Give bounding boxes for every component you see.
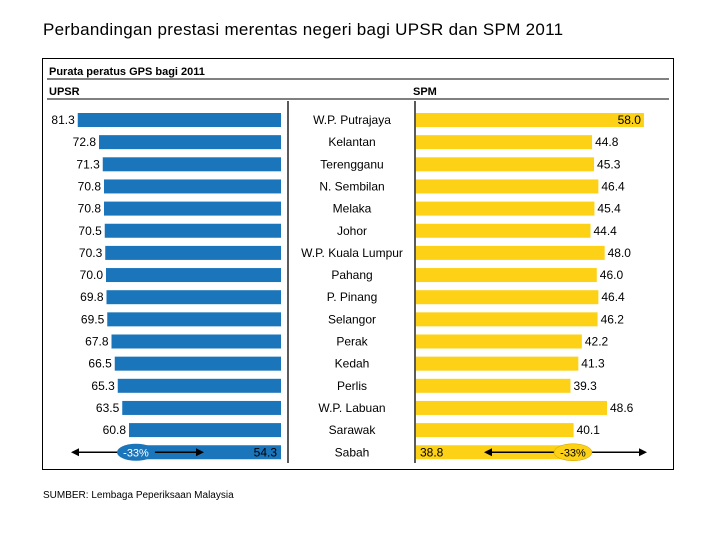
upsr-value-label: 67.8 bbox=[85, 335, 109, 349]
spm-value-label: 45.4 bbox=[597, 202, 621, 216]
chart-subtitle: Purata peratus GPS bagi 2011 bbox=[49, 66, 205, 78]
spm-value-label: 46.2 bbox=[601, 312, 625, 326]
bar-chart: Purata peratus GPS bagi 2011 UPSR SPM W.… bbox=[47, 66, 669, 463]
upsr-value-label: 54.3 bbox=[254, 445, 278, 459]
chart-frame: Purata peratus GPS bagi 2011 UPSR SPM W.… bbox=[42, 58, 674, 470]
state-label: Kedah bbox=[335, 357, 370, 371]
upsr-bar bbox=[114, 356, 281, 371]
upsr-value-label: 70.5 bbox=[78, 224, 102, 238]
spm-change-label: -33% bbox=[560, 447, 586, 459]
state-label: W.P. Labuan bbox=[318, 401, 385, 415]
spm-change-badge bbox=[553, 443, 593, 461]
upsr-change-badge bbox=[117, 443, 155, 461]
spm-value-label: 44.8 bbox=[595, 135, 619, 149]
state-label: N. Sembilan bbox=[319, 179, 384, 193]
upsr-value-label: 60.8 bbox=[103, 423, 127, 437]
page-title: Perbandingan prestasi merentas negeri ba… bbox=[43, 20, 564, 39]
state-label: Johor bbox=[337, 224, 367, 238]
upsr-bar bbox=[77, 113, 281, 127]
upsr-bar bbox=[105, 245, 281, 260]
upsr-value-label: 70.8 bbox=[78, 179, 102, 193]
upsr-bar bbox=[111, 334, 281, 349]
state-label: Sabah bbox=[335, 445, 370, 459]
upsr-header: UPSR bbox=[49, 86, 80, 98]
spm-value-label: 38.8 bbox=[420, 445, 444, 459]
spm-bar bbox=[416, 356, 579, 371]
spm-value-label: 44.4 bbox=[593, 224, 617, 238]
upsr-bar bbox=[122, 400, 281, 415]
upsr-value-label: 72.8 bbox=[73, 135, 97, 149]
spm-bar bbox=[416, 245, 605, 260]
upsr-value-label: 69.8 bbox=[80, 290, 104, 304]
upsr-bar bbox=[106, 290, 281, 305]
spm-value-label: 46.4 bbox=[601, 290, 625, 304]
upsr-value-label: 63.5 bbox=[96, 401, 120, 415]
state-label: Sarawak bbox=[329, 423, 377, 437]
upsr-value-label: 71.3 bbox=[76, 157, 100, 171]
state-label: P. Pinang bbox=[327, 290, 378, 304]
spm-value-label: 41.3 bbox=[581, 357, 605, 371]
upsr-bar bbox=[117, 378, 281, 393]
state-label: Perak bbox=[336, 335, 368, 349]
spm-bar bbox=[416, 312, 598, 327]
upsr-value-label: 70.3 bbox=[79, 246, 103, 260]
spm-value-label: 42.2 bbox=[585, 335, 609, 349]
source-note: SUMBER: Lembaga Peperiksaan Malaysia bbox=[43, 490, 234, 501]
spm-bar bbox=[416, 290, 599, 305]
spm-value-label: 45.3 bbox=[597, 157, 621, 171]
spm-value-label: 48.0 bbox=[608, 246, 632, 260]
state-label: W.P. Kuala Lumpur bbox=[301, 246, 403, 260]
upsr-arrow-tail bbox=[71, 448, 79, 457]
upsr-bar bbox=[104, 201, 281, 216]
spm-value-label: 39.3 bbox=[573, 379, 597, 393]
spm-value-label: 46.0 bbox=[600, 268, 624, 282]
state-label: Terengganu bbox=[320, 157, 383, 171]
spm-bar bbox=[416, 135, 593, 150]
state-label: Kelantan bbox=[328, 135, 375, 149]
upsr-bar bbox=[106, 268, 281, 283]
upsr-value-label: 70.8 bbox=[78, 202, 102, 216]
spm-bar bbox=[416, 113, 644, 127]
upsr-bar bbox=[129, 423, 281, 438]
spm-bar bbox=[416, 157, 595, 172]
upsr-value-label: 81.3 bbox=[51, 113, 75, 127]
upsr-bar bbox=[104, 179, 281, 194]
spm-value-label: 48.6 bbox=[610, 401, 634, 415]
state-label: W.P. Putrajaya bbox=[313, 113, 391, 127]
spm-value-label: 58.0 bbox=[618, 113, 642, 127]
spm-bar bbox=[416, 400, 607, 415]
upsr-value-label: 65.3 bbox=[91, 379, 115, 393]
spm-value-label: 46.4 bbox=[601, 179, 625, 193]
upsr-bar bbox=[102, 157, 281, 172]
spm-bar bbox=[416, 378, 571, 393]
spm-header: SPM bbox=[413, 86, 437, 98]
spm-bar bbox=[416, 268, 597, 283]
upsr-arrow-head bbox=[196, 448, 204, 457]
spm-bar bbox=[416, 201, 595, 216]
upsr-bar bbox=[107, 312, 281, 327]
spm-bar bbox=[416, 423, 574, 438]
upsr-bar bbox=[145, 445, 281, 460]
upsr-value-label: 70.0 bbox=[80, 268, 104, 282]
upsr-value-label: 66.5 bbox=[88, 357, 112, 371]
upsr-change-label: -33% bbox=[123, 447, 149, 459]
state-label: Melaka bbox=[333, 202, 372, 216]
state-label: Pahang bbox=[331, 268, 372, 282]
spm-arrow-tail bbox=[639, 448, 647, 457]
upsr-value-label: 69.5 bbox=[81, 312, 105, 326]
state-label: Selangor bbox=[328, 312, 376, 326]
upsr-bar bbox=[104, 223, 281, 238]
spm-value-label: 40.1 bbox=[577, 423, 601, 437]
spm-bar bbox=[416, 334, 582, 349]
spm-bar bbox=[416, 223, 591, 238]
spm-arrow-head bbox=[484, 448, 492, 457]
upsr-bar bbox=[99, 135, 281, 150]
state-label: Perlis bbox=[337, 379, 367, 393]
spm-bar bbox=[416, 179, 599, 194]
